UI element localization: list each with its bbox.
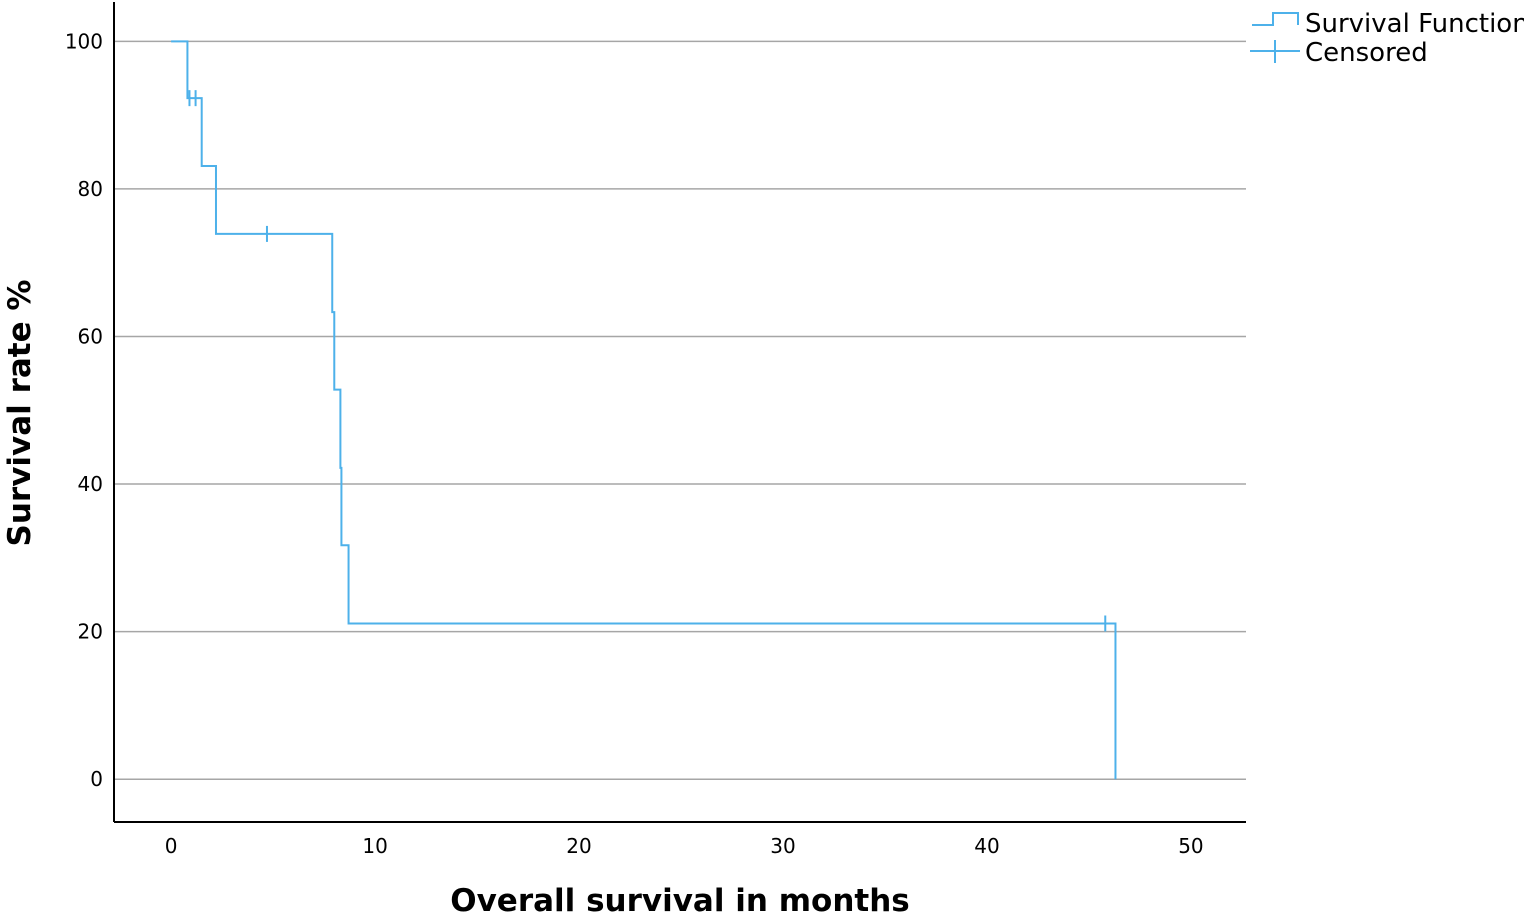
x-tick-label-10: 10 xyxy=(362,834,387,858)
legend-plus-icon xyxy=(1250,40,1300,63)
x-tick-label-20: 20 xyxy=(566,834,591,858)
legend-item-survival-function: Survival Function xyxy=(1252,9,1524,39)
y-tick-label-80: 80 xyxy=(78,177,103,201)
y-tick-label-100: 100 xyxy=(65,29,103,53)
axes xyxy=(113,2,1246,823)
y-tick-label-20: 20 xyxy=(78,620,103,644)
x-tick-label-40: 40 xyxy=(974,834,999,858)
series xyxy=(171,40,1117,780)
y-tick-labels: 0 20 40 60 80 100 xyxy=(65,29,103,791)
y-tick-label-40: 40 xyxy=(78,472,103,496)
legend-label-censored: Censored xyxy=(1305,38,1428,68)
x-tick-label-50: 50 xyxy=(1178,834,1203,858)
x-tick-label-30: 30 xyxy=(770,834,795,858)
y-tick-label-60: 60 xyxy=(78,324,103,348)
x-tick-label-0: 0 xyxy=(165,834,178,858)
y-tick-label-0: 0 xyxy=(90,767,103,791)
survival-function-line xyxy=(171,40,1117,780)
gridlines xyxy=(114,40,1246,780)
legend-step-line-icon xyxy=(1252,12,1299,26)
censored-markers xyxy=(188,90,1107,632)
x-tick-labels: 0 10 20 30 40 50 xyxy=(165,834,1204,858)
x-axis-title: Overall survival in months xyxy=(450,883,910,918)
y-axis-title: Survival rate % xyxy=(2,280,38,547)
legend-label-survival-function: Survival Function xyxy=(1305,9,1524,39)
legend-item-censored: Censored xyxy=(1250,38,1428,68)
legend: Survival Function Censored xyxy=(1250,9,1524,68)
